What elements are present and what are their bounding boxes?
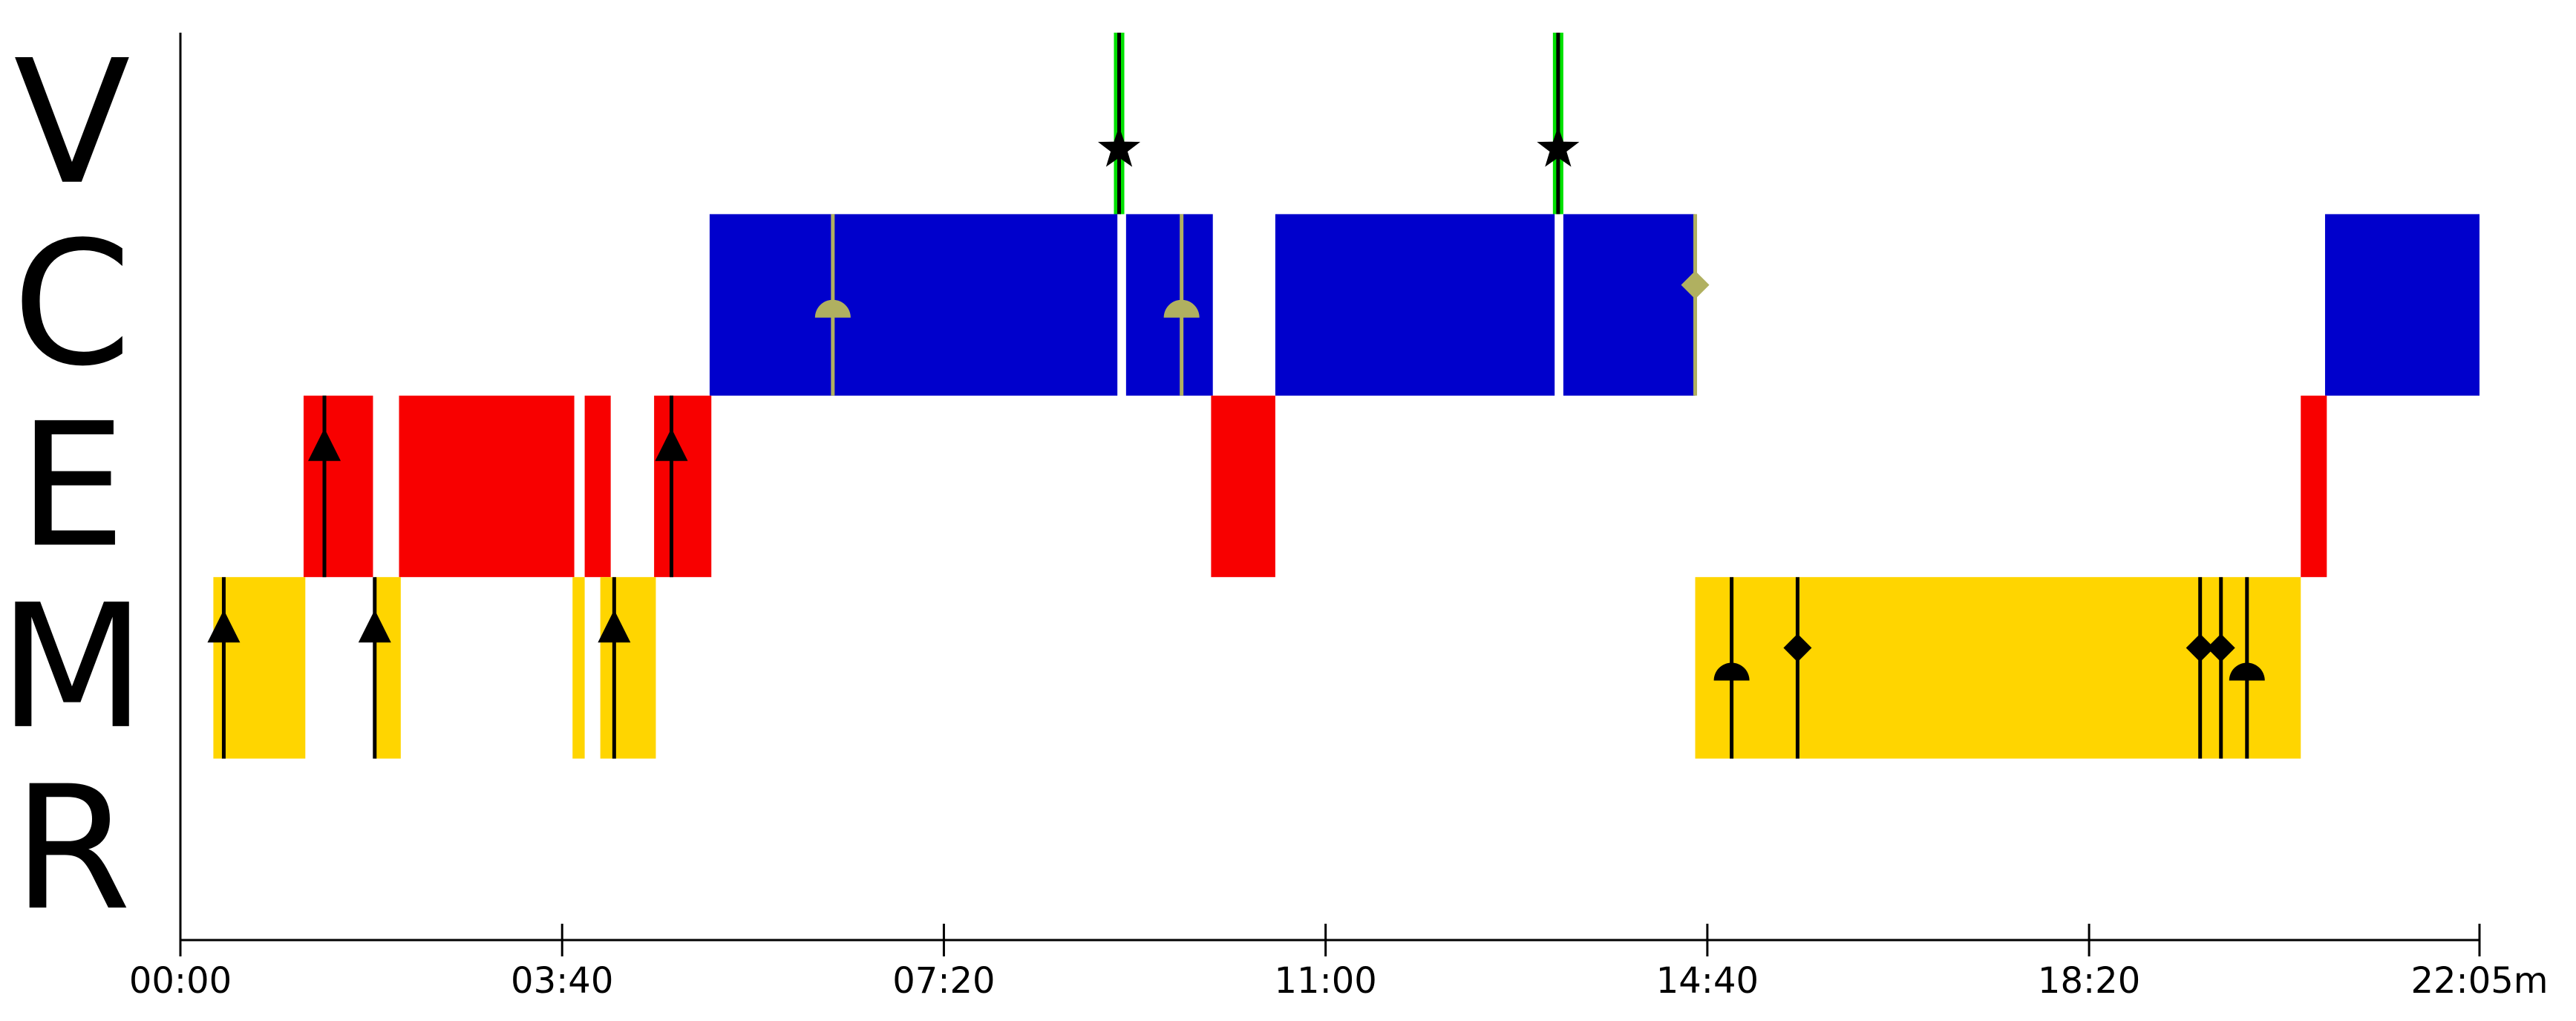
segment (303, 395, 373, 578)
segment (1695, 577, 2301, 759)
event-marker (2186, 633, 2214, 662)
event-marker (358, 610, 391, 643)
event-marker (598, 610, 631, 643)
x-tick-label: 07:20 (892, 960, 995, 1002)
x-tick-label: 22:05m (2410, 960, 2548, 1002)
row-label: V (13, 25, 130, 223)
x-tick-label: 11:00 (1274, 960, 1376, 1002)
segment (399, 395, 575, 578)
row-label: M (0, 569, 146, 767)
segment (1563, 214, 1696, 396)
segment (1211, 395, 1275, 578)
event-marker (655, 428, 688, 461)
segment (374, 577, 401, 759)
x-tick-label: 03:40 (511, 960, 613, 1002)
event-marker (1681, 270, 1710, 299)
row-label: E (18, 388, 125, 586)
event-marker (1783, 633, 1812, 662)
segment (213, 577, 306, 759)
segment (2301, 395, 2327, 578)
x-tick-label: 00:00 (129, 960, 232, 1002)
segment (2324, 214, 2479, 396)
segment (584, 395, 611, 578)
row-label: R (13, 750, 131, 948)
event-marker (814, 299, 851, 318)
segment (709, 214, 1118, 396)
segment (654, 395, 712, 578)
event-marker (1097, 126, 1141, 167)
event-marker (207, 610, 241, 643)
event-marker (2206, 633, 2235, 662)
x-tick-label: 18:20 (2038, 960, 2140, 1002)
event-marker (2229, 662, 2265, 681)
event-marker (308, 428, 341, 461)
event-marker (1713, 662, 1750, 681)
segment (600, 577, 656, 759)
x-tick-label: 14:40 (1656, 960, 1759, 1002)
segment (1275, 214, 1555, 396)
event-marker (1163, 299, 1200, 318)
event-marker (1537, 126, 1580, 167)
row-label: C (13, 206, 132, 404)
segment (572, 577, 585, 759)
